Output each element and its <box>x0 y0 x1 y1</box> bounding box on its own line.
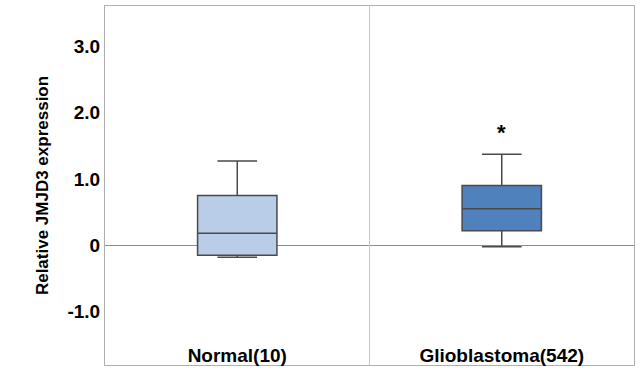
svg-text:Relative JMJD3 expression: Relative JMJD3 expression <box>33 76 52 295</box>
svg-text:3.0: 3.0 <box>74 36 100 57</box>
svg-text:*: * <box>497 120 506 145</box>
svg-text:1.0: 1.0 <box>74 169 100 190</box>
svg-text:Glioblastoma(542): Glioblastoma(542) <box>419 345 584 366</box>
svg-text:0: 0 <box>90 235 101 256</box>
svg-text:Normal(10): Normal(10) <box>188 345 287 366</box>
svg-text:2.0: 2.0 <box>74 102 100 123</box>
svg-text:-1.0: -1.0 <box>67 301 100 322</box>
